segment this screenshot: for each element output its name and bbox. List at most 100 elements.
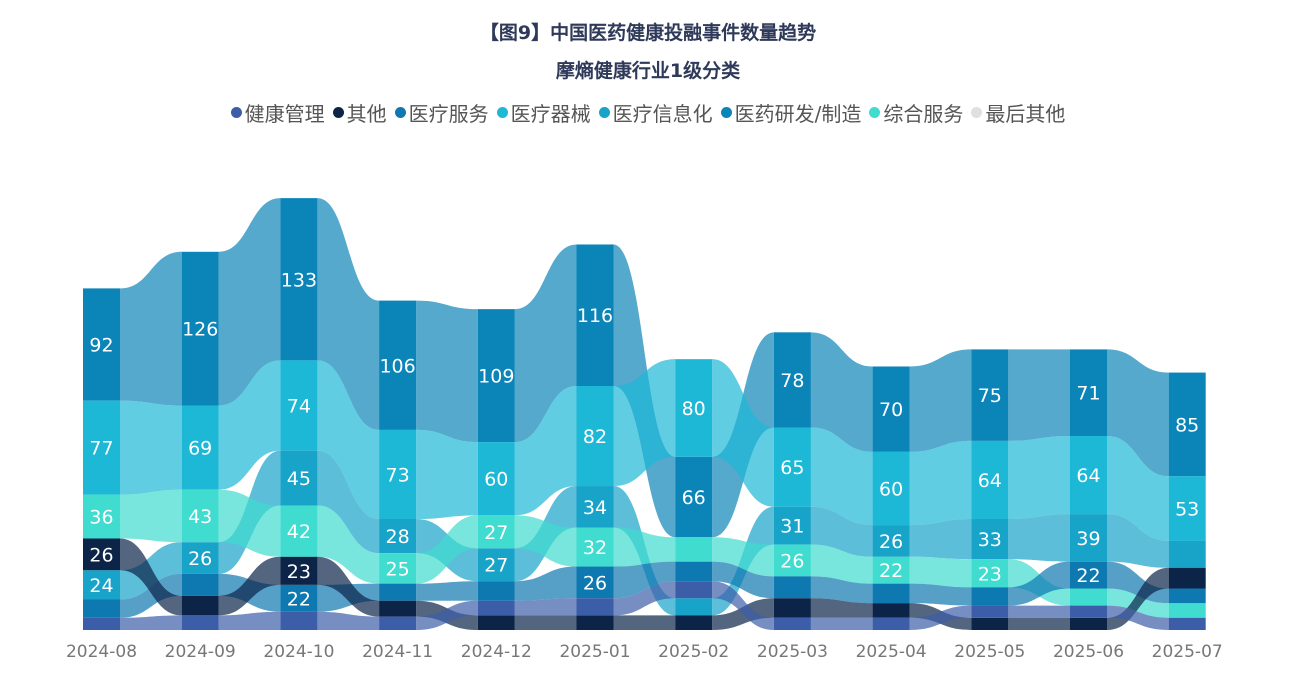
bar-segment[interactable] <box>1168 588 1206 604</box>
bar-segment[interactable] <box>872 617 910 630</box>
bar-segment[interactable] <box>1070 561 1107 589</box>
bar-segment[interactable] <box>181 615 219 630</box>
bar-segment[interactable] <box>971 605 1009 618</box>
bar-segment[interactable] <box>872 451 910 526</box>
bar-segment[interactable] <box>1168 567 1206 589</box>
bar-segment[interactable] <box>477 309 515 443</box>
bar-segment[interactable] <box>379 616 417 630</box>
bar-segment[interactable] <box>181 595 219 616</box>
legend-item[interactable]: 医疗服务 <box>394 98 489 127</box>
bar-segment[interactable] <box>83 288 120 401</box>
bar-segment[interactable] <box>280 505 318 557</box>
bar-segment[interactable] <box>773 427 811 507</box>
legend-item[interactable]: 健康管理 <box>230 98 325 127</box>
bar-segment[interactable] <box>675 581 713 599</box>
bar-segment[interactable] <box>971 518 1009 560</box>
bar-segment[interactable] <box>280 611 318 630</box>
bar-segment[interactable] <box>1070 436 1107 515</box>
bar-segment[interactable] <box>1070 514 1107 562</box>
data-label: 116 <box>577 305 613 327</box>
bar-segment[interactable] <box>675 537 713 562</box>
bar-segment[interactable] <box>872 366 910 452</box>
bar-segment[interactable] <box>1168 603 1206 618</box>
bar-segment[interactable] <box>872 603 910 618</box>
bar-segment[interactable] <box>477 548 515 582</box>
bar-segment[interactable] <box>379 600 417 617</box>
bar-segment[interactable] <box>1070 605 1107 618</box>
bar-segment[interactable] <box>181 251 219 406</box>
bar-segment[interactable] <box>576 566 614 599</box>
bar-segment[interactable] <box>576 598 614 616</box>
bar-segment[interactable] <box>872 525 910 557</box>
bar-segment[interactable] <box>379 553 417 584</box>
bar-segment[interactable] <box>477 442 515 516</box>
bar-segment[interactable] <box>576 386 614 487</box>
legend-item[interactable]: 医疗信息化 <box>598 98 713 127</box>
bar-segment[interactable] <box>773 598 811 618</box>
bar-segment[interactable] <box>576 486 614 528</box>
bar-segment[interactable] <box>477 600 515 616</box>
legend-dot-icon <box>720 107 732 118</box>
ribbon-综合服务 <box>120 489 182 543</box>
bar-segment[interactable] <box>181 405 219 490</box>
bar-segment[interactable] <box>675 561 713 582</box>
bar-segment[interactable] <box>83 400 120 495</box>
bar-segment[interactable] <box>379 429 417 519</box>
bar-segment[interactable] <box>872 556 910 584</box>
legend-item[interactable]: 综合服务 <box>869 98 963 127</box>
bar-segment[interactable] <box>773 617 811 630</box>
bar-segment[interactable] <box>477 581 515 601</box>
columns: 92 77 24 36 26 126 69 26 43 133 74 45 42 22 23 106 73 28 2… <box>83 198 1206 630</box>
bar-segment[interactable] <box>773 576 811 599</box>
bar-segment[interactable] <box>477 615 515 630</box>
data-label: 26 <box>89 544 113 566</box>
bar-segment[interactable] <box>280 360 318 451</box>
x-tick-label: 2024-11 <box>362 642 433 662</box>
bar-segment[interactable] <box>675 456 713 538</box>
bar-segment[interactable] <box>1168 372 1206 477</box>
bar-segment[interactable] <box>971 559 1009 588</box>
bar-segment[interactable] <box>477 515 515 549</box>
bar-segment[interactable] <box>280 556 318 585</box>
bar-segment[interactable] <box>872 583 910 604</box>
bar-segment[interactable] <box>1168 476 1206 541</box>
bar-segment[interactable] <box>83 494 120 539</box>
bar-segment[interactable] <box>971 587 1009 606</box>
bar-segment[interactable] <box>576 615 614 630</box>
bar-segment[interactable] <box>280 198 318 361</box>
bar-segment[interactable] <box>1070 588 1107 606</box>
bar-segment[interactable] <box>83 599 120 618</box>
bar-segment[interactable] <box>773 332 811 428</box>
legend-item[interactable]: 其他 <box>332 98 387 127</box>
bar-segment[interactable] <box>675 598 713 616</box>
bar-segment[interactable] <box>971 440 1009 519</box>
bar-segment[interactable] <box>379 583 417 601</box>
bar-segment[interactable] <box>971 349 1009 441</box>
bar-segment[interactable] <box>675 615 713 630</box>
bar-segment[interactable] <box>181 573 219 596</box>
x-tick-label: 2025-07 <box>1152 642 1223 662</box>
bar-segment[interactable] <box>1070 617 1107 630</box>
bar-segment[interactable] <box>83 617 120 630</box>
legend-item[interactable]: 医疗器械 <box>496 98 591 127</box>
bar-segment[interactable] <box>181 489 219 543</box>
bar-segment[interactable] <box>83 570 120 600</box>
bar-segment[interactable] <box>773 506 811 545</box>
legend-item[interactable]: 最后其他 <box>971 98 1065 127</box>
ribbon-综合服务 <box>810 544 873 584</box>
bar-segment[interactable] <box>1168 617 1206 630</box>
bar-segment[interactable] <box>675 359 713 457</box>
bar-segment[interactable] <box>379 518 417 554</box>
bar-segment[interactable] <box>1168 540 1206 568</box>
bar-segment[interactable] <box>379 300 417 430</box>
bar-segment[interactable] <box>83 538 120 571</box>
bar-segment[interactable] <box>773 544 811 577</box>
bar-segment[interactable] <box>280 450 318 506</box>
bar-segment[interactable] <box>576 527 614 567</box>
bar-segment[interactable] <box>280 584 318 612</box>
legend-item[interactable]: 医药研发/制造 <box>720 98 861 127</box>
bar-segment[interactable] <box>576 244 614 386</box>
bar-segment[interactable] <box>1070 349 1107 437</box>
bar-segment[interactable] <box>181 542 219 574</box>
bar-segment[interactable] <box>971 617 1009 630</box>
